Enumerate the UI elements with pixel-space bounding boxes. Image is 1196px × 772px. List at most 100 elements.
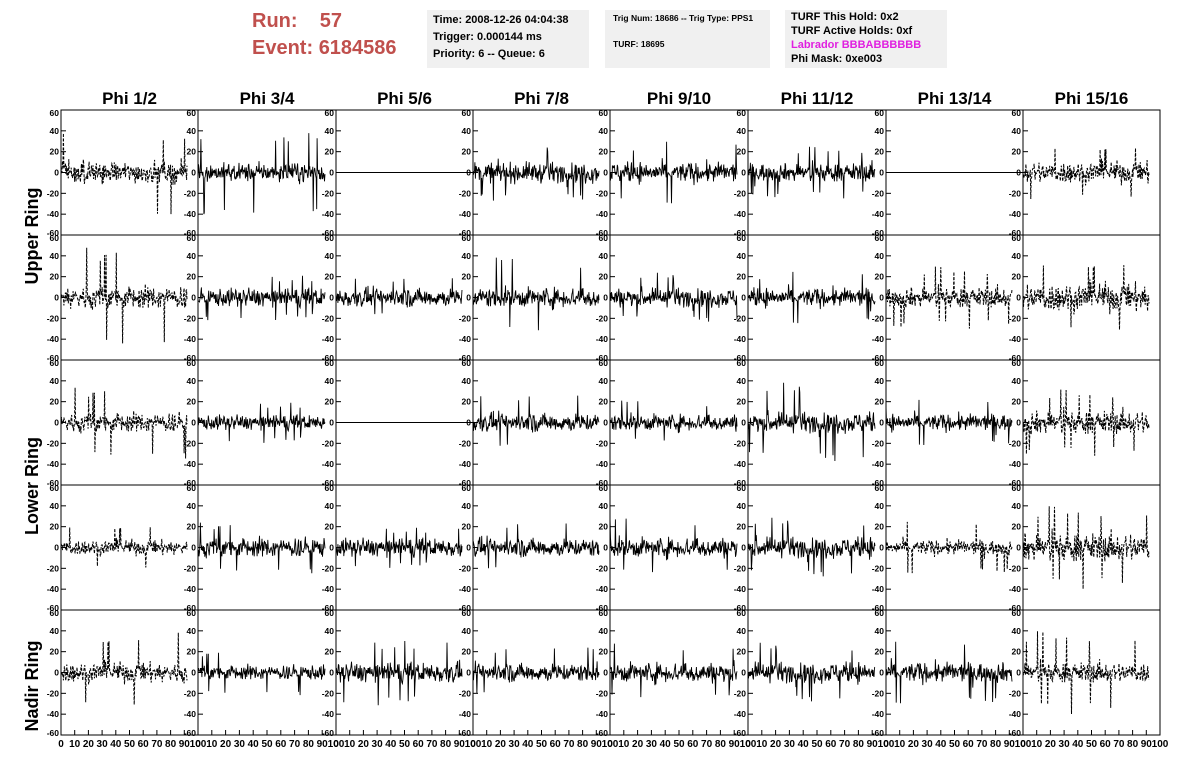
y-tick-label: 20 (50, 147, 60, 157)
y-tick-label: 20 (737, 522, 747, 532)
y-tick-label: -40 (47, 709, 60, 719)
y-tick-label: 0 (54, 418, 59, 428)
y-tick-label: 20 (875, 522, 885, 532)
y-tick-label: 40 (462, 251, 472, 261)
y-tick-label: -40 (459, 584, 472, 594)
y-tick-label: 20 (325, 522, 335, 532)
y-tick-label: -20 (1009, 188, 1022, 198)
y-tick-label: 20 (462, 647, 472, 657)
x-tick-label: 10 (618, 739, 630, 750)
y-tick-label: 60 (325, 483, 335, 493)
y-tick-label: -20 (322, 438, 335, 448)
x-tick-label: 80 (577, 739, 589, 750)
panel: -60 -40 -20 0 20 40 60 (734, 108, 887, 238)
x-tick-label: 60 (1100, 739, 1112, 750)
x-tick-label: 100 (328, 739, 345, 750)
x-tick-label: 10 (344, 739, 356, 750)
x-tick-label: 50 (536, 739, 548, 750)
x-tick-label: 60 (687, 739, 699, 750)
y-tick-label: -40 (1009, 709, 1022, 719)
y-tick-label: 20 (875, 397, 885, 407)
y-tick-label: -40 (459, 209, 472, 219)
y-tick-label: 20 (50, 647, 60, 657)
y-tick-label: 20 (1012, 522, 1022, 532)
y-tick-label: -40 (1009, 459, 1022, 469)
y-tick-label: 20 (50, 522, 60, 532)
y-tick-label: 40 (325, 501, 335, 511)
y-tick-label: -60 (184, 603, 197, 613)
y-tick-label: -60 (322, 353, 335, 363)
x-tick-label: 90 (454, 739, 466, 750)
waveform-line (1022, 506, 1150, 590)
panel: -60 -40 -20 0 20 40 60 (596, 483, 749, 613)
y-tick-label: 20 (325, 397, 335, 407)
y-tick-label: -60 (459, 603, 472, 613)
y-tick-label: 60 (737, 483, 747, 493)
x-tick-label: 20 (358, 739, 370, 750)
y-tick-label: -20 (872, 563, 885, 573)
x-tick-label: 30 (922, 739, 934, 750)
phi-mask-text: Phi Mask: 0xe003 (791, 53, 883, 65)
y-tick-label: 20 (875, 147, 885, 157)
y-tick-label: 20 (599, 647, 609, 657)
x-tick-label: 40 (1072, 739, 1084, 750)
x-tick-label: 90 (1004, 739, 1016, 750)
y-tick-label: -40 (184, 209, 197, 219)
y-tick-label: 0 (1016, 543, 1021, 553)
x-tick-label: 90 (179, 739, 191, 750)
y-tick-label: -60 (872, 728, 885, 738)
x-tick-label: 20 (632, 739, 644, 750)
y-tick-label: 40 (737, 376, 747, 386)
panel: -60 -40 -20 0 20 40 60 (322, 483, 474, 613)
y-tick-label: 40 (737, 251, 747, 261)
y-tick-label: -20 (596, 688, 609, 698)
y-tick-label: 40 (187, 251, 197, 261)
y-tick-label: 20 (737, 647, 747, 657)
y-tick-label: -20 (734, 563, 747, 573)
waveform-line (335, 527, 463, 568)
y-tick-label: -40 (47, 459, 60, 469)
y-tick-label: 40 (462, 501, 472, 511)
y-tick-label: 0 (603, 668, 608, 678)
y-tick-label: 20 (737, 397, 747, 407)
y-tick-label: 0 (1016, 168, 1021, 178)
y-tick-label: 20 (187, 397, 197, 407)
waveform-line (197, 522, 326, 574)
x-tick-label: 20 (1045, 739, 1057, 750)
y-tick-label: 0 (329, 418, 334, 428)
y-tick-label: -40 (872, 459, 885, 469)
y-tick-label: -60 (734, 603, 747, 613)
y-tick-label: 20 (875, 647, 885, 657)
y-tick-label: 60 (462, 108, 472, 118)
y-tick-label: 0 (741, 418, 746, 428)
y-tick-label: -60 (1009, 478, 1022, 488)
x-tick-label: 10 (206, 739, 218, 750)
y-tick-label: -40 (596, 709, 609, 719)
y-tick-label: 0 (879, 668, 884, 678)
y-tick-label: 60 (187, 108, 197, 118)
x-tick-label: 10 (894, 739, 906, 750)
y-tick-label: 40 (1012, 626, 1022, 636)
y-tick-label: -60 (734, 228, 747, 238)
column-title: Phi 7/8 (514, 89, 569, 108)
panel: -60 -40 -20 0 20 40 60 (734, 233, 887, 363)
y-tick-label: -20 (596, 438, 609, 448)
labrador-text: Labrador BBBABBBBBB (791, 39, 922, 51)
y-tick-label: 40 (325, 251, 335, 261)
waveform-line (197, 275, 326, 321)
y-tick-label: 60 (325, 608, 335, 618)
x-tick-label: 80 (1127, 739, 1139, 750)
y-tick-label: 20 (462, 272, 472, 282)
y-tick-label: 20 (1012, 272, 1022, 282)
waveform-line (60, 247, 188, 344)
y-tick-label: -20 (184, 438, 197, 448)
y-tick-label: 0 (54, 293, 59, 303)
y-tick-label: 40 (737, 126, 747, 136)
x-tick-label: 70 (151, 739, 163, 750)
panel: -60 -40 -20 0 20 40 60 (459, 108, 611, 238)
y-tick-label: -60 (322, 728, 335, 738)
waveform-line (60, 527, 188, 568)
y-tick-label: -20 (322, 313, 335, 323)
